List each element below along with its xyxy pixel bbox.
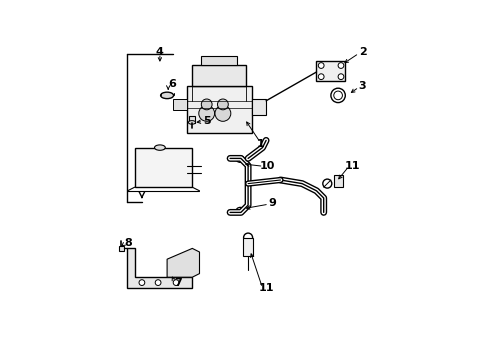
Bar xyxy=(201,56,237,65)
Text: 8: 8 xyxy=(124,238,132,248)
Text: 1: 1 xyxy=(256,139,264,149)
Circle shape xyxy=(318,74,324,80)
Ellipse shape xyxy=(160,92,173,99)
Circle shape xyxy=(201,99,212,110)
Text: 11: 11 xyxy=(258,283,273,293)
Bar xyxy=(192,65,246,86)
Bar xyxy=(134,148,192,187)
Text: 2: 2 xyxy=(358,47,366,57)
Bar xyxy=(334,175,343,187)
Ellipse shape xyxy=(333,91,342,100)
Bar xyxy=(242,238,253,256)
Text: 4: 4 xyxy=(156,47,163,57)
Bar xyxy=(118,246,123,251)
Bar xyxy=(172,99,186,110)
Text: 7: 7 xyxy=(174,278,182,288)
Bar xyxy=(186,86,251,133)
Text: 6: 6 xyxy=(167,78,175,89)
Circle shape xyxy=(139,280,144,285)
Circle shape xyxy=(199,105,214,121)
Circle shape xyxy=(155,280,161,285)
Circle shape xyxy=(215,105,230,121)
Text: 3: 3 xyxy=(358,81,366,91)
Ellipse shape xyxy=(154,145,165,150)
Circle shape xyxy=(337,74,343,80)
Circle shape xyxy=(173,280,179,285)
Polygon shape xyxy=(127,248,192,288)
Polygon shape xyxy=(316,61,345,81)
Text: 11: 11 xyxy=(344,161,360,171)
Ellipse shape xyxy=(188,121,195,124)
Ellipse shape xyxy=(330,88,345,103)
Bar xyxy=(251,99,265,115)
Circle shape xyxy=(217,99,228,110)
Text: 10: 10 xyxy=(259,161,274,171)
Text: 9: 9 xyxy=(268,198,276,208)
Circle shape xyxy=(337,63,343,68)
Polygon shape xyxy=(167,248,199,277)
Bar xyxy=(188,116,195,123)
Text: 5: 5 xyxy=(203,116,210,126)
Circle shape xyxy=(318,63,324,68)
